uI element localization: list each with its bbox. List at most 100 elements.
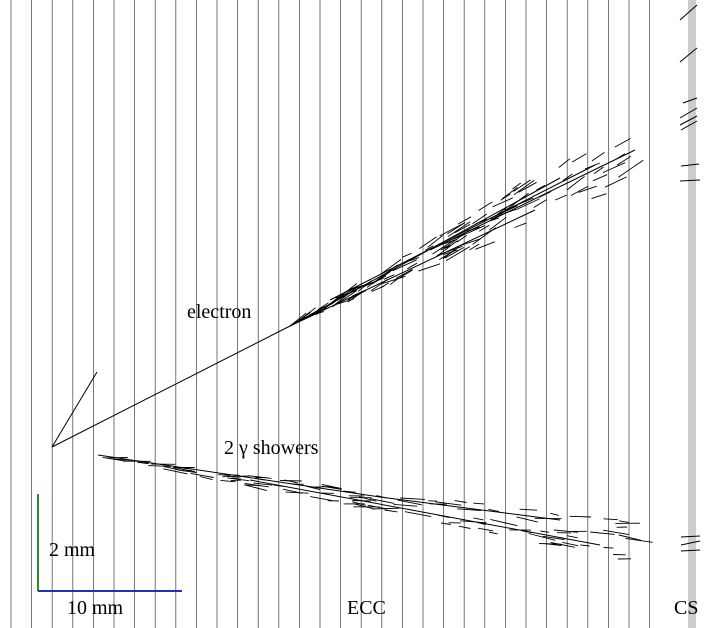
- shower-segment: [418, 263, 441, 272]
- shower-segment: [591, 152, 605, 162]
- electron-track: [51, 325, 291, 448]
- shower-segment: [473, 517, 484, 521]
- shower-segment: [570, 185, 589, 196]
- shower-segment: [603, 547, 614, 549]
- shower-segment: [384, 509, 398, 513]
- shower-segment: [603, 518, 618, 521]
- shower-segment: [454, 224, 471, 234]
- shower-segment: [137, 461, 149, 465]
- shower-segment: [439, 238, 458, 246]
- shower-segment: [558, 158, 571, 168]
- gamma-track: [379, 496, 561, 521]
- shower-segment: [347, 283, 358, 292]
- shower-segment: [566, 535, 578, 539]
- shower-segment: [284, 479, 298, 484]
- scale-horizontal-label: 10 mm: [67, 597, 124, 619]
- shower-segment: [553, 529, 578, 533]
- shower-segment: [469, 243, 480, 251]
- shower-segment: [489, 216, 507, 231]
- ecc-plate-lines: [10, 0, 650, 628]
- shower-segment: [244, 483, 269, 488]
- electron-track: [429, 149, 636, 251]
- shower-segment: [514, 222, 527, 228]
- shower-segment: [555, 194, 568, 201]
- shower-segment: [545, 543, 562, 547]
- shower-segment: [248, 475, 272, 479]
- shower-segment: [322, 485, 342, 490]
- cs-segment: [680, 540, 701, 546]
- shower-segment: [478, 224, 490, 232]
- shower-segment: [521, 530, 532, 534]
- shower-segment: [460, 225, 485, 237]
- shower-segment: [536, 184, 546, 191]
- cs-segment: [680, 535, 701, 538]
- shower-segment: [432, 240, 453, 255]
- shower-segment: [333, 287, 357, 307]
- shower-segment: [285, 491, 309, 494]
- shower-segment: [289, 312, 307, 327]
- shower-segment: [490, 518, 518, 527]
- shower-segment: [299, 311, 321, 322]
- shower-segment: [489, 217, 499, 222]
- shower-segment: [614, 138, 631, 148]
- shower-segment: [562, 541, 579, 547]
- secondary-track: [51, 371, 98, 448]
- shower-segment: [469, 226, 480, 232]
- shower-segment: [163, 468, 188, 475]
- shower-segment: [511, 197, 534, 208]
- shower-segment: [618, 159, 644, 178]
- shower-segment: [519, 508, 538, 511]
- shower-segment: [602, 162, 626, 174]
- shower-segment: [346, 283, 371, 292]
- shower-segment: [591, 193, 607, 200]
- shower-segment: [397, 499, 422, 506]
- shower-segment: [603, 529, 629, 536]
- shower-segment: [458, 525, 471, 529]
- shower-segment: [625, 537, 653, 543]
- shower-segment: [310, 496, 333, 502]
- electron-track: [329, 164, 596, 301]
- shower-segment: [488, 508, 500, 513]
- shower-segment: [376, 495, 387, 499]
- shower-segment: [199, 476, 213, 481]
- cs-segment: [679, 4, 698, 21]
- shower-segment: [540, 530, 549, 533]
- shower-segment: [550, 512, 560, 516]
- shower-segment: [220, 479, 236, 483]
- shower-segment: [476, 521, 486, 525]
- shower-segment: [538, 191, 552, 198]
- shower-segment: [584, 162, 600, 170]
- shower-segment: [335, 298, 355, 306]
- shower-segment: [528, 533, 556, 541]
- shower-segment: [352, 290, 365, 297]
- shower-segment: [424, 245, 434, 251]
- shower-segment: [343, 490, 356, 493]
- shower-segment: [440, 522, 451, 525]
- shower-segment: [256, 478, 265, 481]
- shower-segment: [444, 229, 470, 249]
- shower-segment: [618, 534, 642, 541]
- shower-segment: [566, 175, 585, 191]
- shower-segment: [472, 227, 497, 245]
- shower-segment: [227, 477, 250, 482]
- shower-segment: [224, 474, 240, 476]
- shower-segment: [456, 235, 468, 243]
- shower-segment: [371, 285, 385, 292]
- shower-segment: [392, 259, 417, 272]
- shower-segment: [550, 542, 575, 548]
- shower-segment: [437, 514, 450, 518]
- shower-segment: [454, 500, 467, 503]
- shower-segment: [475, 241, 495, 250]
- cs-segment: [679, 107, 698, 119]
- shower-segment: [616, 155, 632, 166]
- shower-segment: [370, 498, 395, 504]
- cs-plate-band: [688, 0, 696, 628]
- shower-segment: [475, 218, 487, 225]
- shower-segment: [615, 153, 626, 160]
- shower-segment: [460, 520, 487, 524]
- shower-segment: [435, 501, 462, 506]
- shower-segment: [113, 458, 133, 461]
- shower-segment: [572, 153, 587, 163]
- shower-segment: [106, 456, 129, 459]
